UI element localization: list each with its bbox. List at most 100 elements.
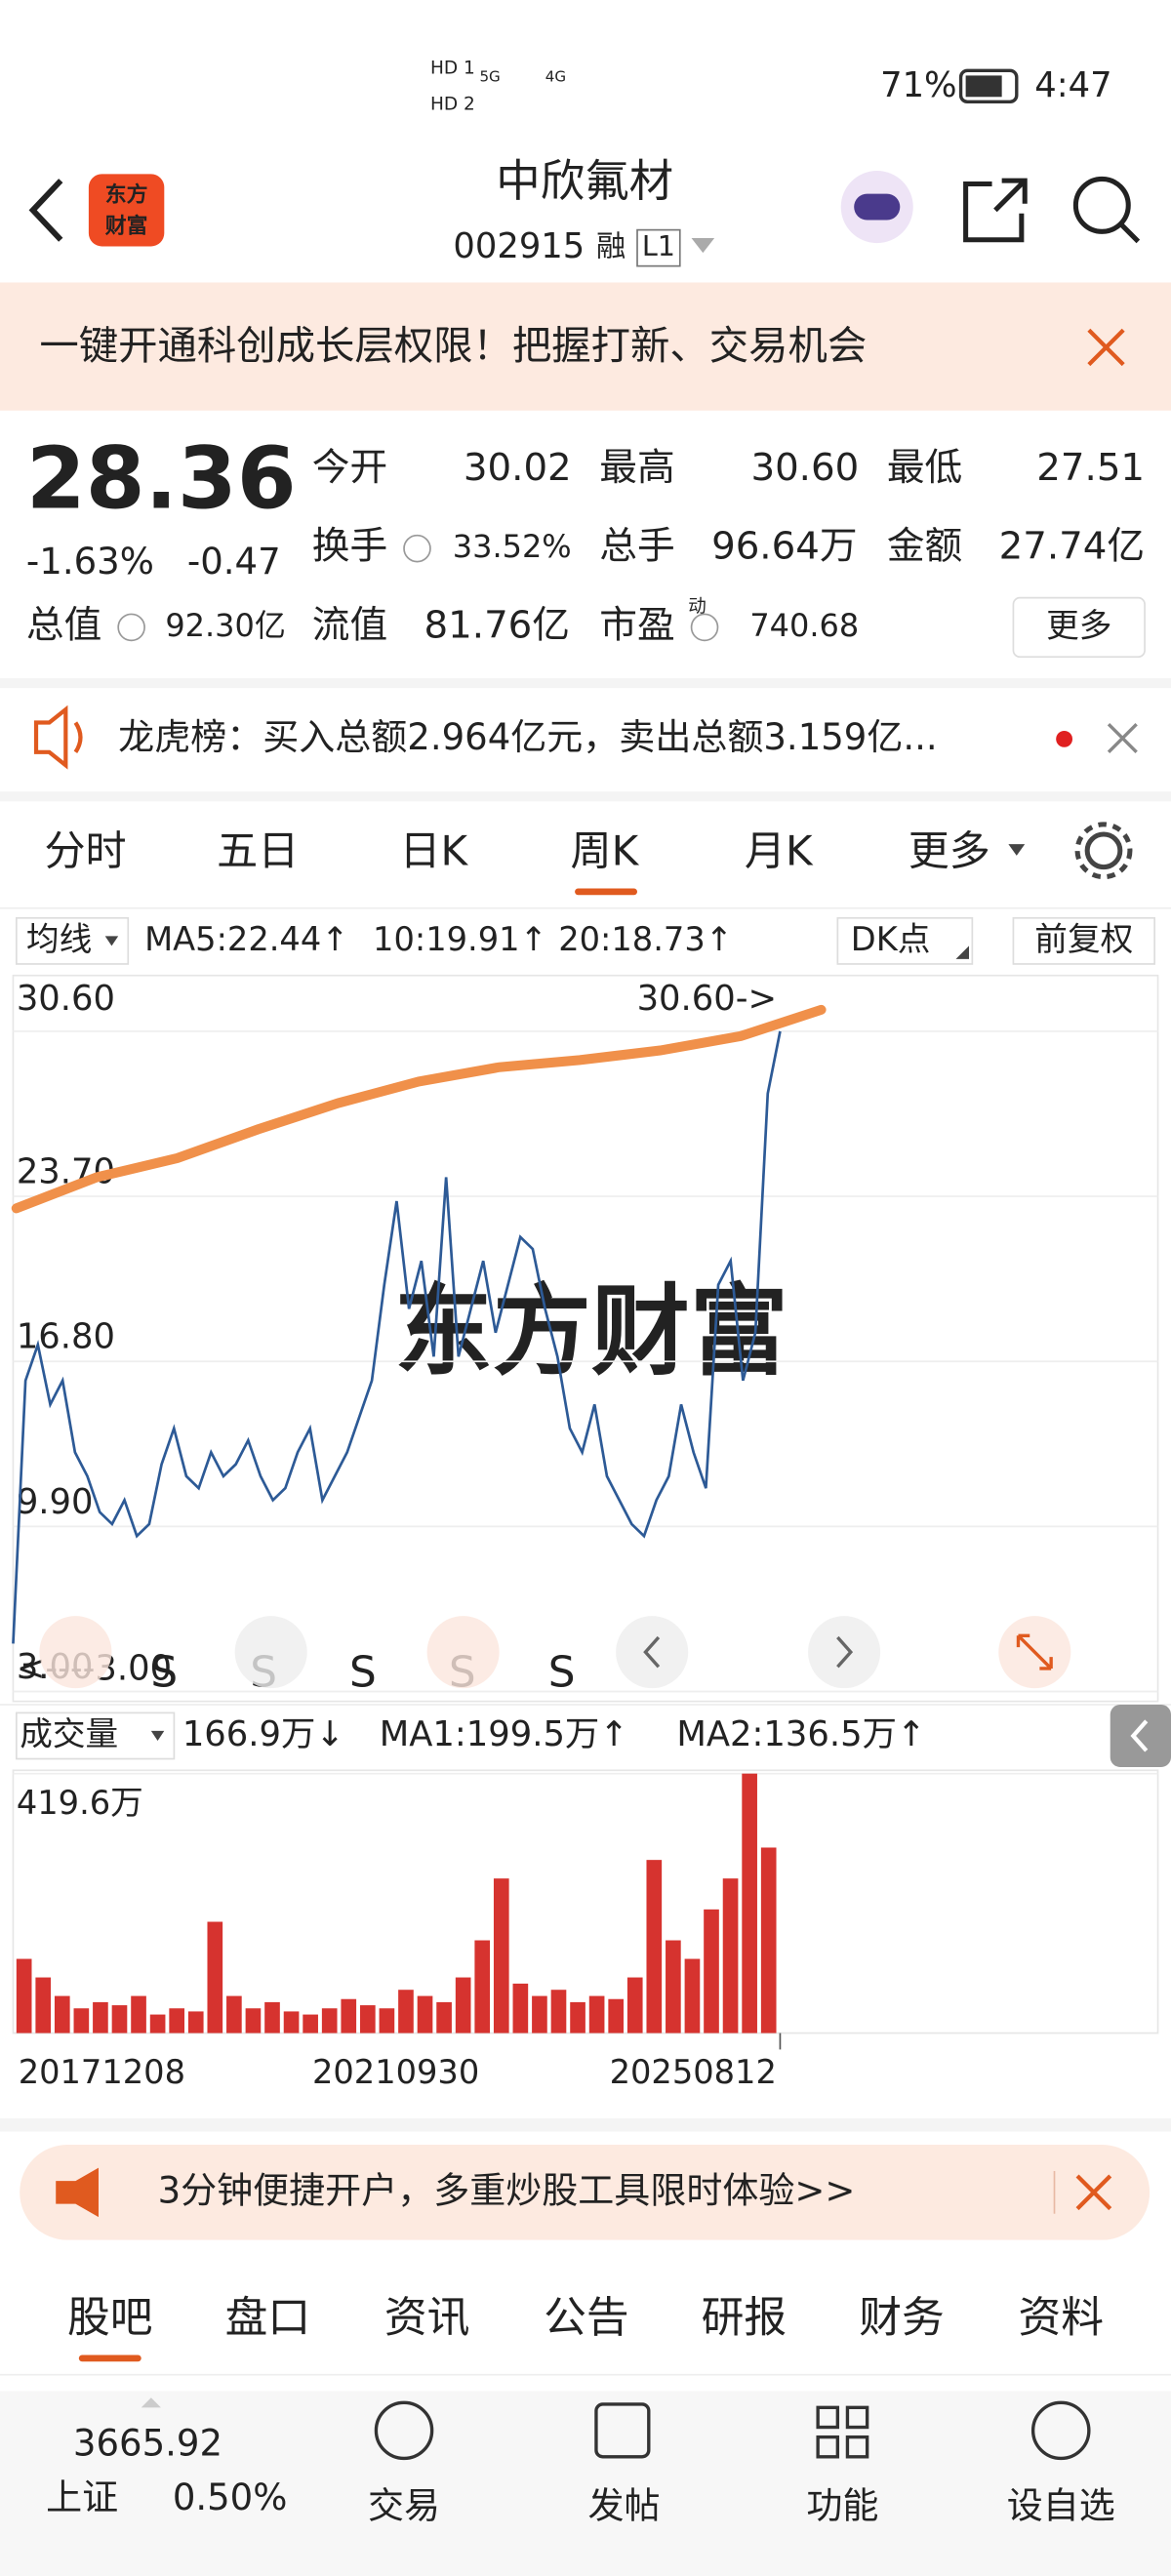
- nav-item[interactable]: 交易: [368, 2484, 440, 2526]
- func-icon: [845, 2435, 869, 2459]
- prev[interactable]: [616, 1616, 689, 1689]
- volume-selector[interactable]: [15, 1711, 176, 1760]
- date-label: 20210930: [312, 2053, 479, 2091]
- period-tab[interactable]: 周K: [571, 827, 640, 875]
- divider: [0, 2118, 1171, 2132]
- ma10: 10:19.91↑: [373, 920, 547, 958]
- close[interactable]: [1075, 2174, 1112, 2211]
- field-label: 市盈: [599, 603, 674, 647]
- back[interactable]: [28, 179, 63, 242]
- field-value: 96.64万: [711, 525, 857, 569]
- ma20: 20:18.73↑: [558, 920, 733, 958]
- volume-bar: [608, 1998, 625, 2033]
- dropdown: [1008, 844, 1026, 856]
- index-name[interactable]: 上证: [46, 2476, 118, 2518]
- volume-bar: [570, 2001, 586, 2033]
- up: [141, 2397, 161, 2408]
- volume-bar: [722, 1878, 739, 2033]
- volume-bar: [283, 2011, 300, 2033]
- clock: 4:47: [1034, 65, 1111, 105]
- volume-ma2: MA2:136.5万↑: [676, 1714, 925, 1754]
- dropdown: [150, 1730, 165, 1742]
- volume-bar: [626, 1977, 643, 2033]
- field-value: 81.76亿: [424, 603, 570, 647]
- account-banner[interactable]: [20, 2145, 1151, 2240]
- promo-bg[interactable]: [0, 282, 1171, 411]
- net-4g: 4G: [545, 68, 566, 86]
- account-text[interactable]: 3分钟便捷开户，多重炒股工具限时体验>>: [158, 2169, 856, 2211]
- field-value: 27.74亿: [999, 525, 1145, 569]
- nav-item[interactable]: 功能: [806, 2484, 878, 2526]
- content-tab[interactable]: 财务: [859, 2293, 945, 2343]
- nav-item[interactable]: 发帖: [588, 2484, 661, 2526]
- volume-bar: [379, 2008, 395, 2033]
- dk-label[interactable]: DK点: [851, 920, 931, 958]
- content-tab[interactable]: 股吧: [67, 2293, 153, 2343]
- rewind[interactable]: [39, 1616, 112, 1689]
- signal: S: [548, 1648, 576, 1698]
- speaker: [33, 704, 83, 770]
- tag-box: [636, 228, 681, 267]
- dropdown[interactable]: [691, 238, 715, 254]
- volume-selector-label[interactable]: 成交量: [20, 1714, 118, 1752]
- next-icon: [836, 1635, 854, 1669]
- index-change[interactable]: 0.50%: [173, 2476, 288, 2518]
- content-tab[interactable]: 资料: [1018, 2293, 1104, 2343]
- field-label: 最低: [887, 446, 962, 490]
- volume-bar: [532, 1995, 547, 2033]
- volume-bar: [93, 2001, 108, 2033]
- dragon-tiger[interactable]: 龙虎榜：买入总额2.964亿元，卖出总额3.159亿...: [118, 716, 938, 758]
- index-value[interactable]: 3665.92: [73, 2423, 222, 2465]
- volume-bar: [54, 1995, 70, 2033]
- side-toggle[interactable]: [1110, 1704, 1171, 1767]
- period-tab[interactable]: 月K: [745, 827, 814, 875]
- volume-bar: [16, 1958, 32, 2033]
- y-tick-label: 30.60: [17, 979, 115, 1019]
- period-tab[interactable]: 日K: [399, 827, 468, 875]
- content-tab[interactable]: 研报: [702, 2293, 787, 2343]
- share[interactable]: [963, 178, 1028, 243]
- nav-items: 交易 发帖 功能 设自选: [368, 2484, 1115, 2526]
- promo-text[interactable]: 一键开通科创成长层权限！把握打新、交易机会: [39, 323, 867, 369]
- volume-bar: [417, 1995, 433, 2033]
- dropdown: [955, 946, 969, 959]
- net-5g: 5G: [479, 68, 500, 86]
- horn: [56, 2167, 99, 2218]
- func-icon: [816, 2435, 840, 2459]
- volume-bar: [436, 2001, 452, 2033]
- info-icon: [117, 613, 145, 642]
- ma-selector-label[interactable]: 均线: [26, 920, 92, 958]
- next[interactable]: [808, 1616, 881, 1689]
- battery-icon: [958, 68, 1019, 104]
- period-tab[interactable]: 更多: [909, 827, 990, 875]
- zoom-in[interactable]: [426, 1616, 500, 1689]
- content-tab[interactable]: 盘口: [225, 2293, 311, 2343]
- period-tab[interactable]: 五日: [217, 827, 299, 875]
- volume-bar: [35, 1977, 52, 2033]
- volume-bar: [207, 1921, 223, 2033]
- adjust-label[interactable]: 前复权: [1034, 920, 1133, 958]
- more-button[interactable]: [1012, 596, 1146, 659]
- zoom-out[interactable]: [234, 1616, 307, 1689]
- info-icon: [403, 534, 431, 563]
- nav-item[interactable]: 设自选: [1007, 2484, 1115, 2526]
- change: -0.47: [187, 541, 281, 583]
- field-value: 27.51: [1036, 446, 1145, 490]
- field-label: 最高: [599, 446, 674, 490]
- content-tab[interactable]: 资讯: [384, 2293, 470, 2343]
- settings[interactable]: [1084, 831, 1123, 870]
- content-tabs: 股吧 盘口 资讯 公告 研报 财务 资料: [67, 2293, 1104, 2362]
- more-label[interactable]: 更多: [1046, 606, 1111, 644]
- field-value: 740.68: [749, 607, 859, 644]
- volume-bar: [264, 2001, 280, 2033]
- volume-ma1: MA1:199.5万↑: [380, 1714, 628, 1754]
- period-tab[interactable]: 分时: [44, 827, 126, 875]
- close[interactable]: [1087, 328, 1125, 367]
- close[interactable]: [1107, 723, 1138, 754]
- content-tab[interactable]: 公告: [544, 2293, 629, 2343]
- dk-button[interactable]: [836, 916, 974, 965]
- signal: S: [150, 1648, 178, 1698]
- adjust-button[interactable]: [1012, 916, 1156, 965]
- search[interactable]: [1072, 176, 1131, 234]
